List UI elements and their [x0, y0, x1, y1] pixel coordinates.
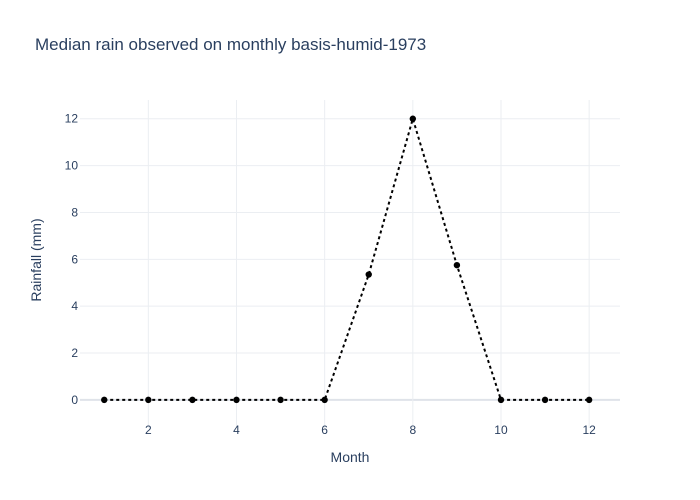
data-point[interactable]	[233, 396, 240, 404]
y-tick-label: 0	[71, 393, 78, 407]
data-point[interactable]	[585, 396, 593, 404]
x-tick-label: 12	[582, 423, 596, 437]
data-point[interactable]	[277, 396, 284, 404]
y-tick-labels: 0 2 4 6 8 10 12	[65, 112, 79, 407]
data-point[interactable]	[541, 396, 549, 404]
data-point[interactable]	[409, 115, 417, 122]
y-tick-label: 12	[65, 112, 79, 126]
x-tick-label: 2	[145, 423, 152, 437]
data-point[interactable]	[189, 396, 196, 404]
data-point[interactable]	[365, 271, 372, 278]
y-tick-label: 2	[71, 346, 78, 360]
x-tick-label: 10	[494, 423, 508, 437]
y-tick-label: 6	[71, 252, 78, 266]
series-line	[104, 115, 590, 401]
y-tick-label: 8	[71, 205, 78, 219]
data-point[interactable]	[101, 396, 108, 404]
x-tick-label: 6	[321, 423, 328, 437]
y-gridlines	[80, 118, 620, 401]
series-layer	[101, 115, 593, 404]
data-point[interactable]	[321, 396, 328, 404]
y-axis-label: Rainfall (mm)	[28, 218, 44, 301]
data-point[interactable]	[497, 396, 505, 404]
x-axis-label: Month	[331, 449, 370, 465]
y-tick-label: 4	[71, 299, 78, 313]
chart-title: Median rain observed on monthly basis-hu…	[35, 35, 426, 54]
y-tick-label: 10	[65, 159, 79, 173]
x-tick-label: 8	[409, 423, 416, 437]
data-point[interactable]	[453, 261, 461, 269]
x-tick-label: 4	[233, 423, 240, 437]
x-gridlines	[147, 100, 590, 428]
data-point[interactable]	[145, 396, 152, 404]
x-tick-labels: 2 4 6 8 10 12	[145, 423, 596, 437]
